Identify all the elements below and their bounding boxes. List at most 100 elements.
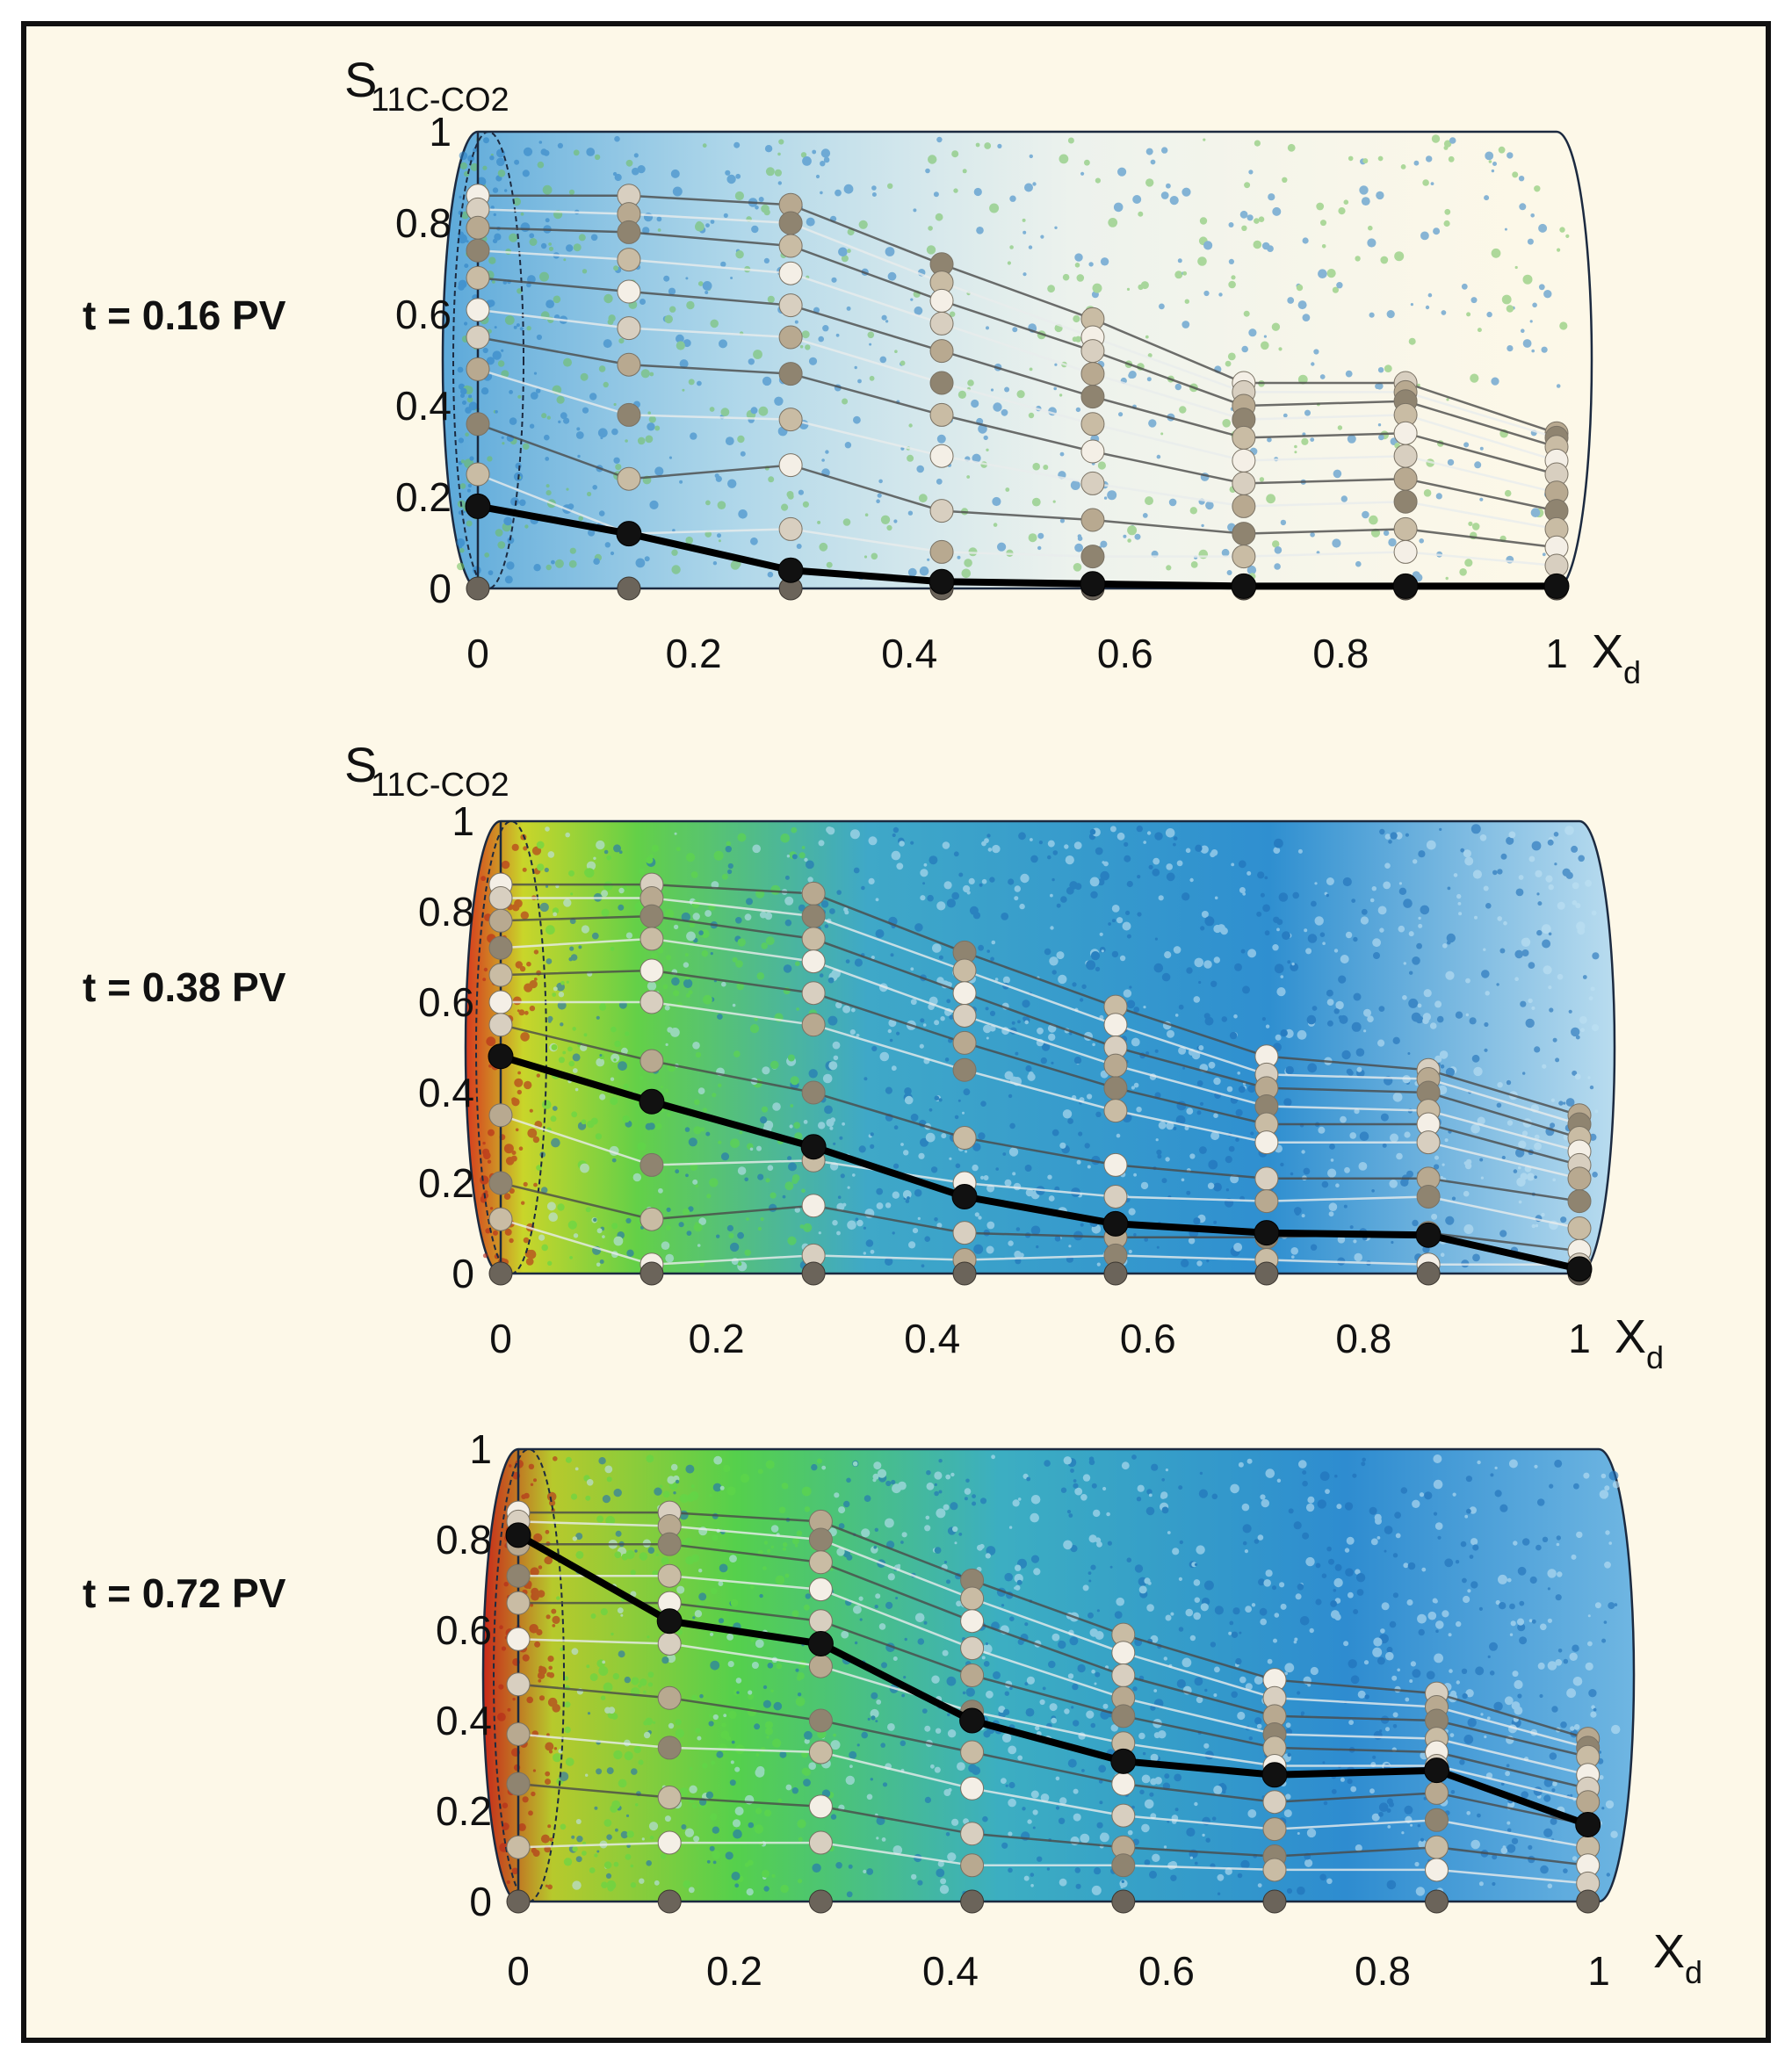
data-point-other	[657, 1563, 682, 1588]
data-point-other	[1393, 516, 1418, 541]
series-line-other	[518, 1542, 1588, 1758]
series-line-other	[477, 368, 1557, 530]
series-line-other	[500, 1114, 1580, 1230]
data-point-other	[808, 1550, 833, 1575]
data-point-other	[1232, 471, 1256, 495]
series-line-current	[477, 502, 1557, 590]
data-point-other	[1262, 1790, 1287, 1815]
data-point-current	[777, 557, 804, 583]
data-point-other	[952, 1057, 977, 1082]
data-point-current	[505, 1522, 531, 1548]
data-point-other	[1425, 1835, 1449, 1859]
data-point-current	[1415, 1222, 1442, 1248]
x-axis-label-subscript: d	[1685, 1954, 1702, 1990]
x-axis-label-subscript: d	[1623, 654, 1641, 690]
data-point-other	[1080, 339, 1105, 364]
data-point-baseline	[1262, 1889, 1287, 1914]
data-point-other	[639, 990, 664, 1014]
data-point-baseline	[617, 576, 641, 601]
panel-label: t = 0.72 PV	[83, 1570, 286, 1616]
data-point-other	[929, 444, 954, 468]
series-line-other	[477, 208, 1557, 439]
y-axis-label: S	[344, 737, 377, 792]
data-point-other	[1111, 1663, 1136, 1687]
data-point-other	[1393, 539, 1418, 564]
data-point-current	[1080, 571, 1106, 597]
y-tick-label: 0.8	[436, 1517, 492, 1562]
data-point-other	[952, 1003, 977, 1028]
data-point-other	[952, 958, 977, 983]
data-point-other	[778, 516, 803, 541]
data-point-other	[1567, 1166, 1592, 1191]
series-line-other	[517, 1733, 1588, 1849]
x-tick-label: 0.4	[881, 631, 937, 676]
data-point-other	[617, 248, 641, 272]
data-point-other	[1080, 385, 1105, 409]
panel-label: t = 0.38 PV	[83, 964, 286, 1010]
data-point-baseline	[960, 1889, 985, 1914]
data-point-other	[929, 499, 954, 523]
data-point-other	[488, 908, 513, 933]
x-tick-label: 0.4	[922, 1948, 979, 1994]
data-point-other	[1576, 1790, 1601, 1815]
data-point-current	[929, 568, 955, 595]
x-tick-label: 0.2	[689, 1316, 745, 1361]
data-point-baseline	[657, 1889, 682, 1914]
data-point-other	[1416, 1130, 1441, 1155]
data-point-other	[657, 1830, 682, 1855]
data-point-other	[657, 1631, 682, 1656]
data-point-other	[808, 1577, 833, 1602]
data-point-other	[929, 339, 954, 364]
x-tick-label: 1	[1545, 631, 1568, 676]
x-tick-label: 1	[1568, 1316, 1591, 1361]
data-point-other	[1567, 1216, 1592, 1240]
x-tick-label: 0	[466, 631, 489, 676]
series-line-other	[477, 473, 1557, 567]
data-point-other	[960, 1609, 985, 1634]
y-axis-label-subscript: 11C-CO2	[371, 82, 509, 119]
data-point-other	[1567, 1189, 1592, 1214]
data-point-other	[506, 1672, 531, 1697]
series-line-other	[477, 277, 1557, 476]
series-line-other	[501, 1000, 1580, 1180]
data-point-current	[1543, 573, 1570, 599]
series-line-other	[518, 1601, 1588, 1790]
series-line-other	[477, 336, 1557, 512]
data-point-other	[960, 1822, 985, 1846]
data-point-other	[617, 466, 641, 491]
x-tick-label: 0.8	[1355, 1948, 1411, 1994]
data-point-other	[808, 1740, 833, 1765]
data-point-other	[960, 1636, 985, 1661]
data-point-current	[1575, 1811, 1601, 1837]
data-point-baseline	[1416, 1261, 1441, 1286]
y-tick-label: 0.2	[418, 1160, 474, 1206]
data-point-other	[1080, 471, 1105, 495]
data-point-other	[1111, 1641, 1136, 1665]
data-point-other	[801, 981, 826, 1006]
data-point-other	[778, 325, 803, 350]
data-point-other	[1232, 545, 1256, 569]
series-line-other	[518, 1574, 1588, 1777]
data-point-other	[1103, 1076, 1128, 1101]
data-point-other	[929, 288, 954, 313]
data-point-other	[488, 1103, 513, 1128]
data-point-other	[466, 412, 490, 437]
series-line-other	[500, 937, 1580, 1153]
data-point-other	[778, 408, 803, 432]
y-tick-label: 0	[429, 566, 452, 611]
data-point-baseline	[1425, 1889, 1449, 1914]
y-tick-label: 0.4	[436, 1698, 492, 1743]
data-point-other	[506, 1591, 531, 1615]
data-point-other	[639, 1207, 664, 1231]
data-point-other	[960, 1663, 985, 1687]
data-point-other	[1111, 1803, 1136, 1828]
data-point-other	[466, 238, 490, 263]
series-line-other	[517, 1841, 1588, 1885]
y-tick-label: 1	[429, 109, 452, 155]
data-point-baseline	[466, 576, 490, 601]
data-point-other	[801, 1194, 826, 1218]
y-tick-label: 0.2	[395, 474, 452, 520]
data-point-other	[1080, 362, 1105, 386]
data-point-other	[801, 881, 826, 906]
y-tick-label: 0.2	[436, 1788, 492, 1834]
